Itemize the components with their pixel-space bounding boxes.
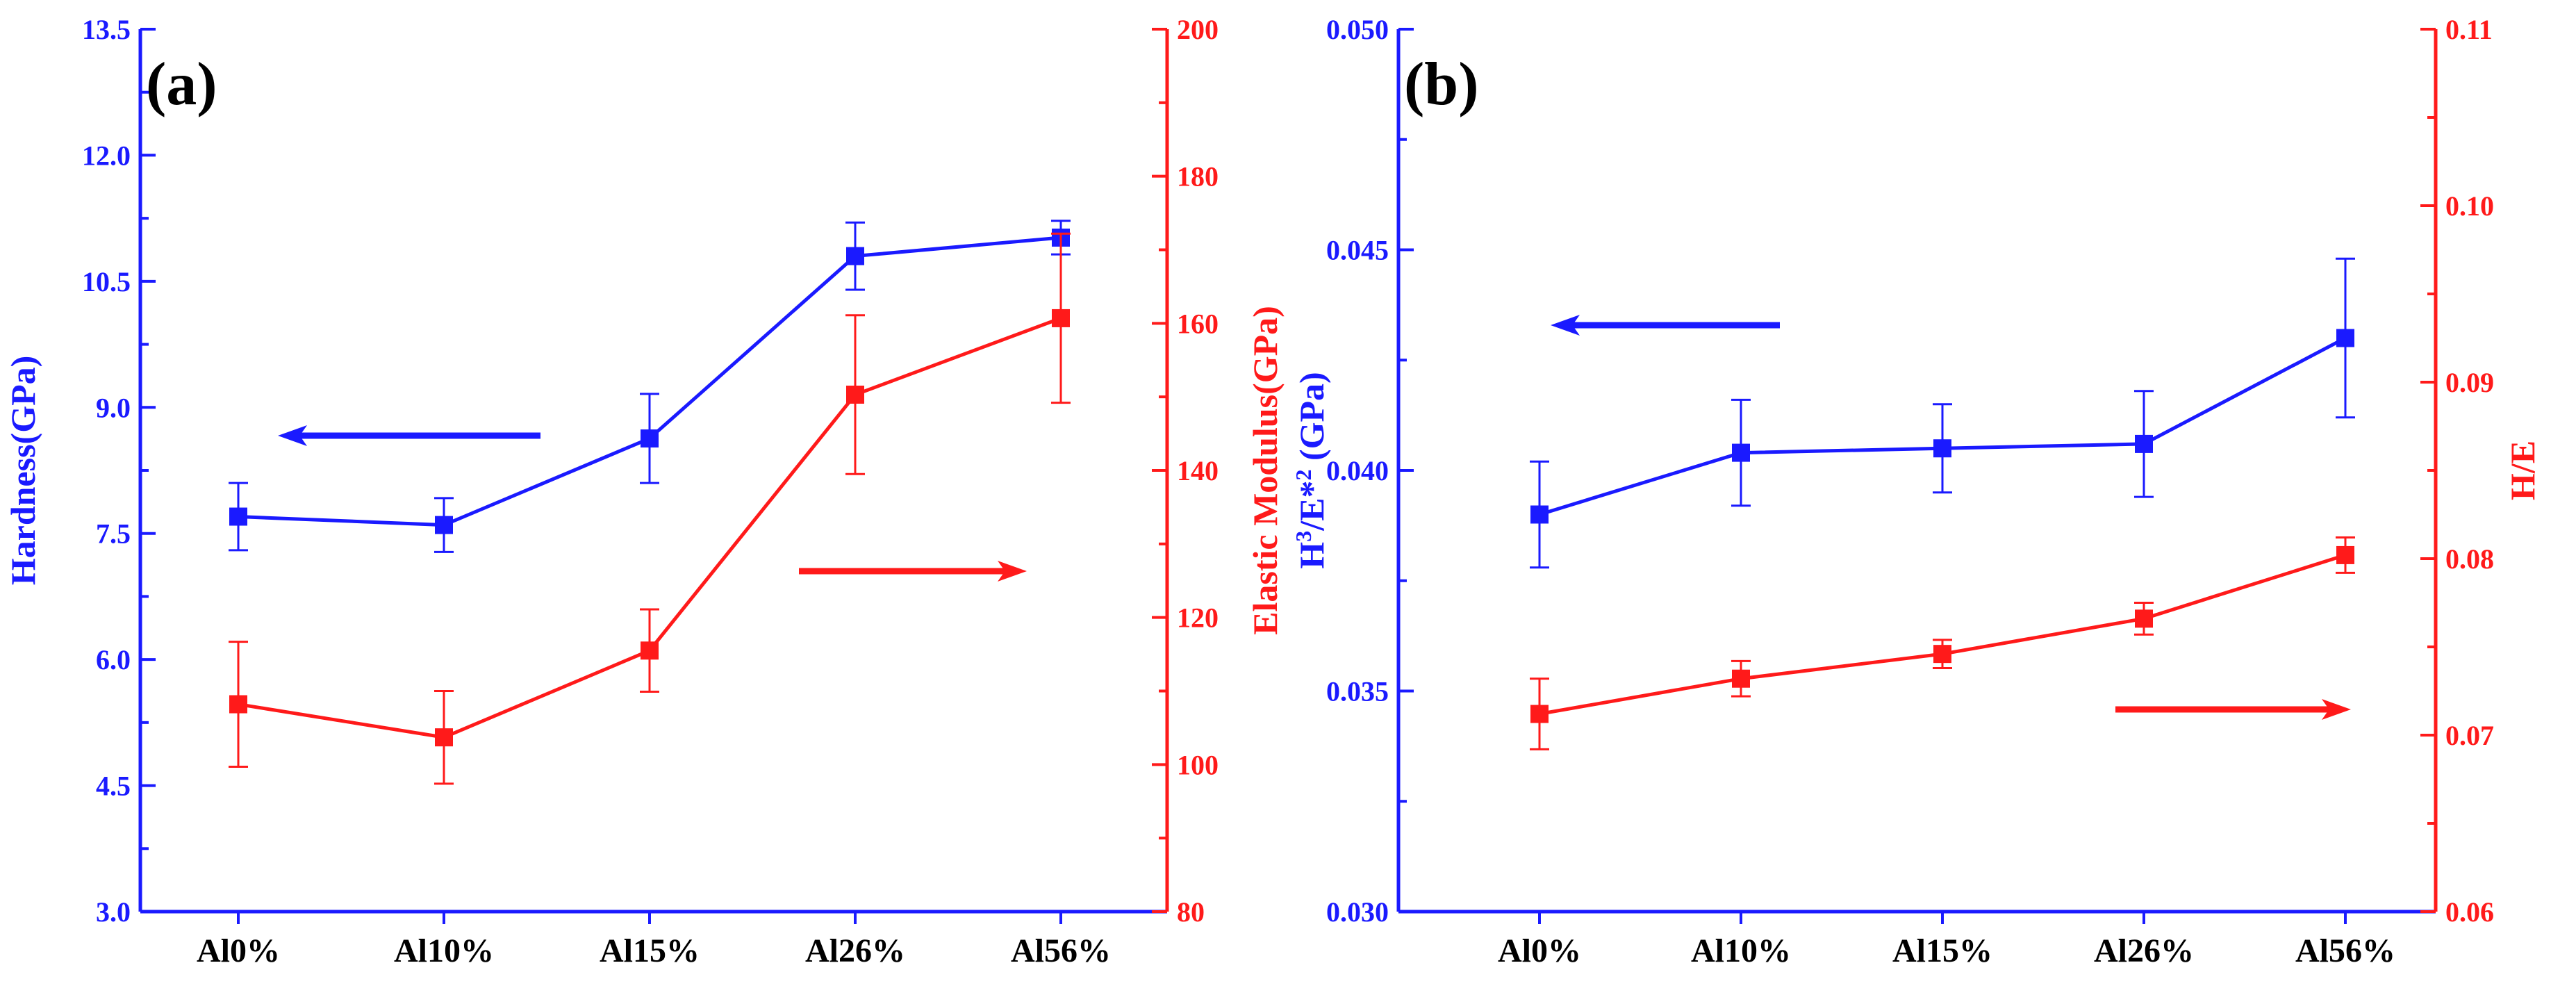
left-tick-label: 12.0 bbox=[82, 140, 131, 171]
right-tick-label: 100 bbox=[1177, 749, 1219, 780]
panel-b: 0.030 0.035 0.040 0.045 0.050 0.06 0.07 0.08 0.0… bbox=[1291, 14, 2542, 969]
data-point bbox=[2336, 329, 2354, 347]
right-tick-label: 80 bbox=[1177, 896, 1205, 928]
right-tick-label: 0.06 bbox=[2445, 896, 2494, 928]
right-axis-title: Elastic Modulus(GPa) bbox=[1246, 306, 1285, 635]
label-part: /E* bbox=[1292, 481, 1331, 532]
right-tick-label: 0.09 bbox=[2445, 367, 2494, 398]
left-tick-label: 0.050 bbox=[1326, 14, 1389, 45]
left-axis-title: H3/E*2 (GPa) bbox=[1291, 372, 1331, 568]
x-tick-label: Al26% bbox=[805, 932, 905, 969]
data-point bbox=[435, 728, 453, 747]
panel-a: 3.0 4.5 6.0 7.5 9.0 10.5 12.0 13.5 80 100 120 140 16… bbox=[3, 14, 1285, 969]
data-point bbox=[435, 516, 453, 534]
data-point bbox=[2135, 434, 2153, 453]
right-tick-label: 160 bbox=[1177, 308, 1219, 339]
superscript: 3 bbox=[1291, 531, 1316, 542]
left-tick-label: 4.5 bbox=[96, 771, 131, 802]
left-tick-label: 0.045 bbox=[1326, 235, 1389, 266]
left-tick-label: 6.0 bbox=[96, 644, 131, 675]
left-tick-label: 0.040 bbox=[1326, 455, 1389, 486]
x-tick-label: Al0% bbox=[197, 932, 280, 969]
data-point bbox=[2336, 545, 2354, 564]
panel-label: (b) bbox=[1404, 51, 1479, 118]
label-part: H bbox=[1292, 542, 1331, 569]
superscript: 2 bbox=[1291, 470, 1316, 481]
left-tick-label: 7.5 bbox=[96, 518, 131, 550]
panel-label: (a) bbox=[146, 51, 217, 118]
right-tick-label: 140 bbox=[1177, 455, 1219, 486]
left-tick-label: 3.0 bbox=[96, 896, 131, 928]
data-point bbox=[1933, 439, 1951, 458]
arrow-left-head bbox=[278, 425, 307, 446]
data-point bbox=[229, 507, 247, 526]
x-tick-label: Al26% bbox=[2094, 932, 2194, 969]
data-point bbox=[846, 247, 864, 265]
arrow-right-head bbox=[998, 561, 1027, 582]
data-point bbox=[229, 695, 247, 714]
left-axis-title: Hardness(GPa) bbox=[3, 356, 42, 586]
arrow-left-head bbox=[1551, 315, 1580, 336]
right-tick-label: 0.10 bbox=[2445, 190, 2494, 222]
x-tick-label: Al10% bbox=[1691, 932, 1791, 969]
left-tick-label: 13.5 bbox=[82, 14, 131, 45]
data-point bbox=[1052, 309, 1070, 327]
x-tick-label: Al0% bbox=[1498, 932, 1581, 969]
right-axis-title: H/E bbox=[2503, 441, 2542, 500]
left-tick-label: 0.030 bbox=[1326, 896, 1389, 928]
right-tick-label: 180 bbox=[1177, 161, 1219, 192]
data-point bbox=[1530, 505, 1549, 524]
arrow-right-head bbox=[2322, 699, 2351, 720]
data-point bbox=[1933, 645, 1951, 664]
right-tick-label: 120 bbox=[1177, 602, 1219, 634]
data-point bbox=[641, 429, 659, 448]
label-part: (GPa) bbox=[1292, 372, 1331, 469]
data-point bbox=[1732, 669, 1750, 688]
x-tick-label: Al15% bbox=[600, 932, 700, 969]
left-tick-label: 0.035 bbox=[1326, 676, 1389, 707]
series-line bbox=[1539, 553, 2346, 716]
left-tick-label: 10.5 bbox=[82, 266, 131, 297]
left-tick-label: 9.0 bbox=[96, 392, 131, 423]
data-point bbox=[846, 385, 864, 404]
data-point bbox=[641, 641, 659, 660]
right-tick-label: 0.11 bbox=[2445, 14, 2493, 45]
x-tick-label: Al15% bbox=[1892, 932, 1992, 969]
right-tick-label: 0.08 bbox=[2445, 543, 2494, 575]
x-tick-label: Al56% bbox=[2295, 932, 2395, 969]
x-tick-label: Al56% bbox=[1011, 932, 1111, 969]
right-tick-label: 200 bbox=[1177, 14, 1219, 45]
data-point bbox=[1530, 705, 1549, 723]
right-tick-label: 0.07 bbox=[2445, 720, 2494, 751]
x-tick-label: Al10% bbox=[394, 932, 494, 969]
data-point bbox=[2135, 609, 2153, 628]
data-point bbox=[1732, 443, 1750, 462]
